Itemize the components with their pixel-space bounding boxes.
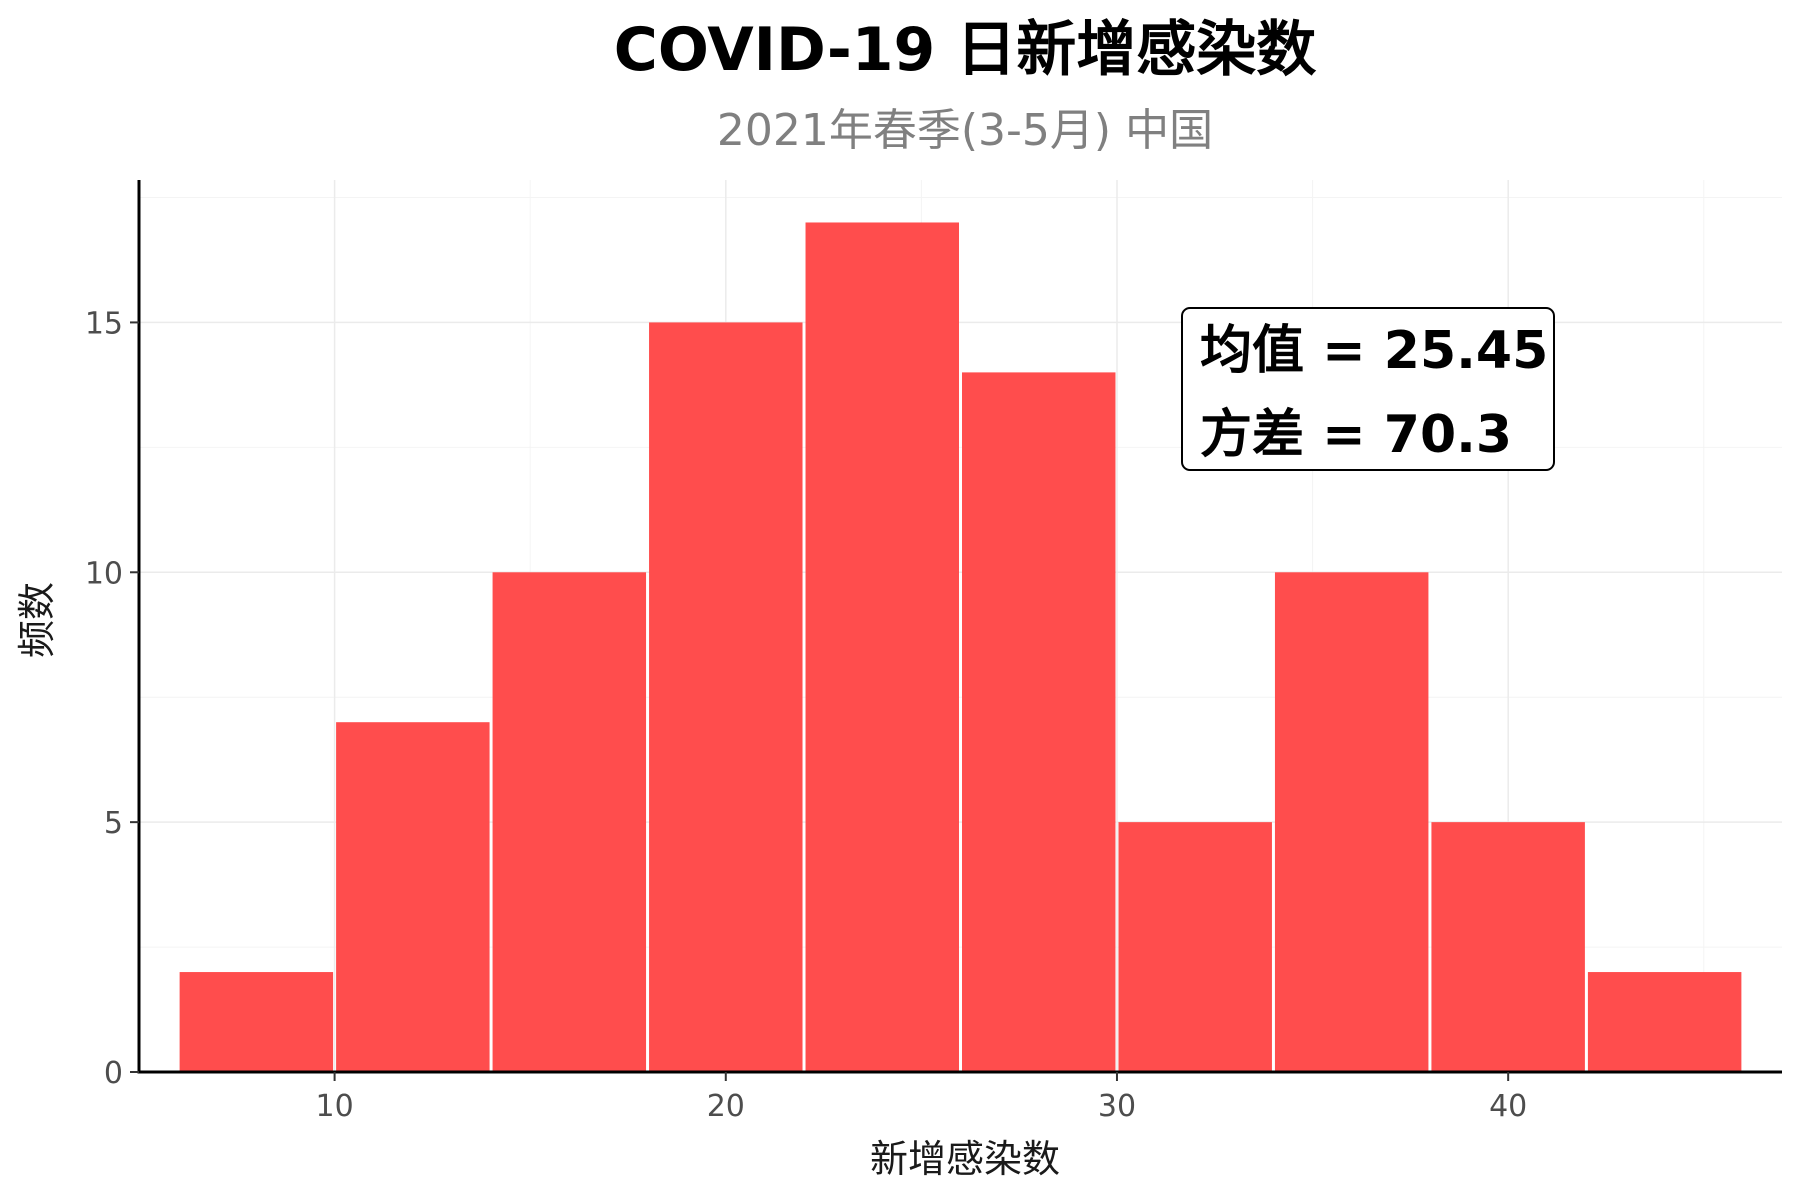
histogram-bar: [336, 722, 490, 1072]
bars: [179, 222, 1742, 1072]
x-tick-label: 30: [1098, 1089, 1136, 1124]
annotation-variance: 方差 = 70.3: [1200, 405, 1512, 465]
x-axis-label: 新增感染数: [870, 1137, 1060, 1181]
y-tick-label: 5: [104, 806, 123, 841]
histogram-bar: [1431, 822, 1585, 1072]
y-tick-label: 15: [85, 306, 123, 341]
histogram-bar: [1587, 972, 1742, 1072]
x-tick-label: 10: [316, 1089, 354, 1124]
histogram-bar: [1118, 822, 1272, 1072]
x-tick-label: 20: [707, 1089, 745, 1124]
stats-annotation: 均值 = 25.45 方差 = 70.3: [1181, 307, 1555, 471]
histogram-bar: [805, 222, 959, 1072]
chart-title: COVID-19 日新增感染数: [614, 15, 1316, 85]
histogram-bar: [962, 372, 1116, 1072]
annotation-mean: 均值 = 25.45: [1200, 321, 1548, 381]
y-tick-label: 10: [85, 556, 123, 591]
tick-labels: 10 20 30 40 0 5 10 15: [85, 306, 1527, 1124]
histogram-bar: [179, 972, 334, 1072]
y-tick-label: 0: [104, 1056, 123, 1091]
y-axis-label: 频数: [15, 582, 59, 658]
chart-subtitle: 2021年春季(3-5月) 中国: [717, 105, 1213, 156]
histogram-bar: [1274, 572, 1429, 1072]
histogram-bar: [649, 322, 803, 1072]
x-tick-label: 40: [1489, 1089, 1527, 1124]
annotation-box: [1181, 307, 1555, 471]
histogram-bar: [492, 572, 647, 1072]
